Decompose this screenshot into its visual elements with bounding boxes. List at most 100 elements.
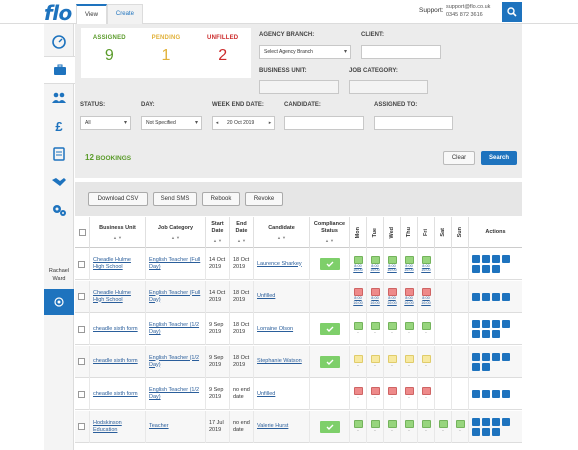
phone-icon[interactable] [482, 255, 490, 263]
save-icon[interactable] [502, 390, 510, 398]
save-icon[interactable] [492, 427, 500, 436]
shift-end-time[interactable]: 16:00 [404, 268, 414, 272]
shift-status-square[interactable] [387, 322, 397, 330]
edit-icon[interactable] [502, 417, 510, 426]
day-shift[interactable]: 8:00 16:00 [404, 255, 414, 273]
close-icon[interactable] [482, 427, 490, 436]
day-shift[interactable]: 8:00 16:00 [370, 255, 380, 273]
shift-status-square[interactable] [404, 387, 414, 395]
sidebar-item-candidates[interactable] [44, 84, 74, 112]
add-icon[interactable] [482, 390, 490, 398]
sort-icon[interactable]: ▲ ▼ [112, 234, 123, 240]
document-icon[interactable] [492, 417, 500, 426]
briefcase-icon[interactable] [472, 320, 480, 328]
save-icon[interactable] [502, 292, 510, 301]
rebook-button[interactable]: Rebook [202, 192, 240, 206]
close-icon[interactable] [472, 362, 480, 371]
shift-status-square[interactable] [421, 354, 431, 363]
sidebar-item-partners[interactable] [44, 168, 74, 196]
compliant-badge[interactable] [319, 420, 340, 433]
user-name[interactable]: Rachael Ward [44, 267, 74, 283]
job-category-link[interactable]: English Teacher (1/2 Day) [149, 354, 200, 368]
job-category-link[interactable]: English Teacher (1/2 Day) [149, 322, 200, 335]
day-shift[interactable]: - [370, 419, 380, 434]
day-shift[interactable]: - [421, 387, 431, 401]
sidebar-item-settings[interactable] [44, 196, 74, 224]
day-shift[interactable]: - [404, 354, 414, 369]
select-all-checkbox[interactable] [78, 229, 86, 236]
stat-unfilled[interactable]: UNFILLED 2 [194, 28, 251, 78]
day-shift[interactable]: - [438, 419, 448, 434]
compliant-badge[interactable] [319, 355, 340, 368]
document-icon[interactable] [492, 255, 500, 263]
sort-icon[interactable]: ▲ ▼ [170, 234, 181, 240]
shift-end-time[interactable]: 16:00 [421, 268, 431, 272]
shift-status-square[interactable] [353, 288, 363, 296]
support-email[interactable]: support@flo.co.uk [446, 4, 491, 10]
col-compliance[interactable]: Compliance Status ▲ ▼ [309, 217, 349, 248]
shift-status-square[interactable] [421, 322, 431, 330]
shift-end-time[interactable]: 16:00 [387, 268, 397, 272]
day-shift[interactable]: - [387, 387, 397, 401]
shift-end-time[interactable]: 16:00 [387, 300, 397, 305]
shift-status-square[interactable] [421, 255, 431, 264]
shift-status-square[interactable] [353, 322, 363, 330]
assigned-to-input[interactable] [374, 116, 453, 130]
shift-status-square[interactable] [421, 419, 431, 428]
stat-assigned[interactable]: ASSIGNED 9 [81, 28, 138, 78]
edit-icon[interactable] [472, 390, 480, 398]
flo-logo[interactable]: flo [44, 1, 72, 25]
add-user-icon[interactable] [482, 352, 490, 361]
row-checkbox[interactable] [78, 260, 85, 268]
shift-status-square[interactable] [438, 419, 448, 428]
shift-status-square[interactable] [387, 288, 397, 296]
day-shift[interactable]: - [387, 322, 397, 336]
tab-create[interactable]: Create [106, 4, 143, 24]
business-unit-link[interactable]: Cheadle Hulme High School [93, 289, 131, 303]
add-icon[interactable] [472, 330, 480, 338]
day-shift[interactable]: - [370, 322, 380, 336]
shift-status-square[interactable] [387, 387, 397, 395]
shift-status-square[interactable] [421, 387, 431, 395]
send-sms-button[interactable]: Send SMS [153, 192, 197, 206]
edit-icon[interactable] [502, 320, 510, 328]
shift-start-time[interactable]: 8:00 [388, 296, 396, 300]
shift-end-time[interactable]: 16:00 [370, 268, 380, 272]
candidate-link[interactable]: Lorraine Olson [257, 325, 294, 332]
sort-icon[interactable]: ▲ ▼ [276, 234, 287, 240]
shift-status-square[interactable] [370, 288, 380, 296]
shift-start-time[interactable]: 8:00 [371, 263, 379, 268]
shift-end-time[interactable]: 16:00 [353, 300, 363, 305]
business-unit-link[interactable]: cheadle sixth form [93, 358, 138, 364]
day-shift[interactable]: 8:00 16:00 [421, 288, 431, 305]
row-checkbox[interactable] [78, 390, 85, 398]
job-category-link[interactable]: English Teacher (1/2 Day) [149, 387, 200, 400]
candidate-link[interactable]: Stephanie Watson [257, 358, 302, 364]
shift-status-square[interactable] [370, 322, 380, 330]
candidate-link[interactable]: Unfilled [257, 293, 276, 299]
shift-start-time[interactable]: 8:00 [422, 263, 430, 268]
close-icon[interactable] [482, 330, 490, 338]
shift-start-time[interactable]: 8:00 [354, 296, 362, 300]
save-icon[interactable] [482, 362, 490, 371]
save-icon[interactable] [492, 330, 500, 338]
day-shift[interactable]: - [370, 354, 380, 369]
shift-start-time[interactable]: 8:00 [405, 296, 413, 300]
briefcase-icon[interactable] [472, 255, 480, 263]
day-shift[interactable]: 8:00 16:00 [387, 288, 397, 305]
clear-button[interactable]: Clear [443, 151, 475, 165]
day-shift[interactable]: 8:00 16:00 [404, 288, 414, 305]
job-category-link[interactable]: English Teacher (Full Day) [149, 289, 201, 303]
close-icon[interactable] [482, 265, 490, 273]
row-checkbox[interactable] [78, 358, 85, 365]
shift-status-square[interactable] [370, 354, 380, 363]
revoke-button[interactable]: Revoke [245, 192, 283, 206]
edit-icon[interactable] [502, 352, 510, 361]
day-shift[interactable]: - [353, 419, 363, 434]
edit-icon[interactable] [502, 255, 510, 263]
agency-branch-select[interactable]: Select Agency Branch [259, 45, 351, 59]
add-candidate-icon[interactable] [472, 352, 480, 361]
day-shift[interactable]: - [404, 322, 414, 336]
shift-start-time[interactable]: 8:00 [405, 263, 413, 268]
briefcase-icon[interactable] [472, 417, 480, 426]
